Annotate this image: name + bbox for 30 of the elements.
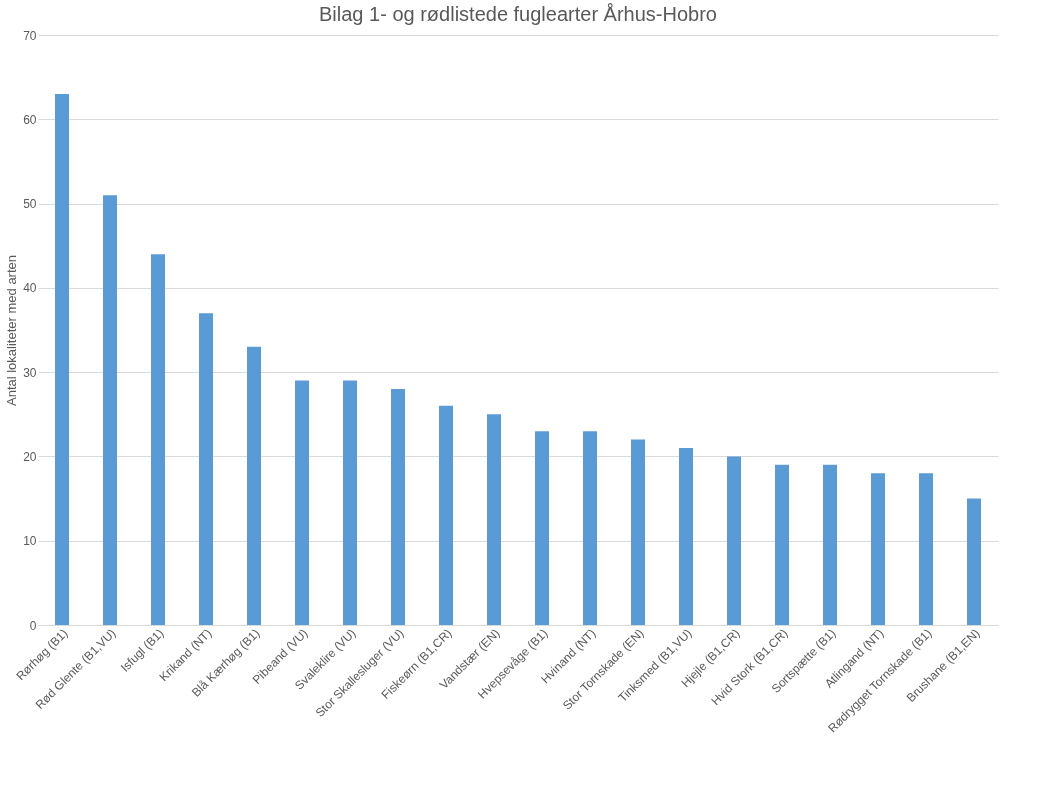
bar [295, 380, 309, 625]
y-axis-title: Antal lokaliteter med arten [4, 254, 20, 407]
y-tick-label: 70 [23, 28, 37, 43]
y-tick-label: 50 [23, 197, 37, 212]
bar [439, 405, 453, 625]
y-tick-label: 60 [23, 112, 37, 127]
bar [775, 464, 789, 625]
bar [919, 473, 933, 625]
bar [823, 464, 837, 625]
bar [247, 346, 261, 625]
y-tick-label: 40 [23, 281, 37, 296]
bar [583, 431, 597, 625]
bar [55, 94, 69, 625]
bar [199, 313, 213, 625]
y-tick-label: 20 [23, 449, 37, 464]
bar [727, 456, 741, 625]
bar [487, 414, 501, 625]
bar [103, 195, 117, 625]
bar [871, 473, 885, 625]
chart-title: Bilag 1- og rødlistede fuglearter Århus-Hobro [319, 3, 717, 25]
bar [535, 431, 549, 625]
bar [967, 498, 981, 625]
bar [631, 439, 645, 625]
bar [151, 254, 165, 625]
y-tick-label: 10 [23, 534, 37, 549]
bar [391, 389, 405, 625]
bar [343, 380, 357, 625]
y-tick-label: 30 [23, 365, 37, 380]
y-tick-label: 0 [29, 618, 37, 633]
bar [679, 448, 693, 625]
